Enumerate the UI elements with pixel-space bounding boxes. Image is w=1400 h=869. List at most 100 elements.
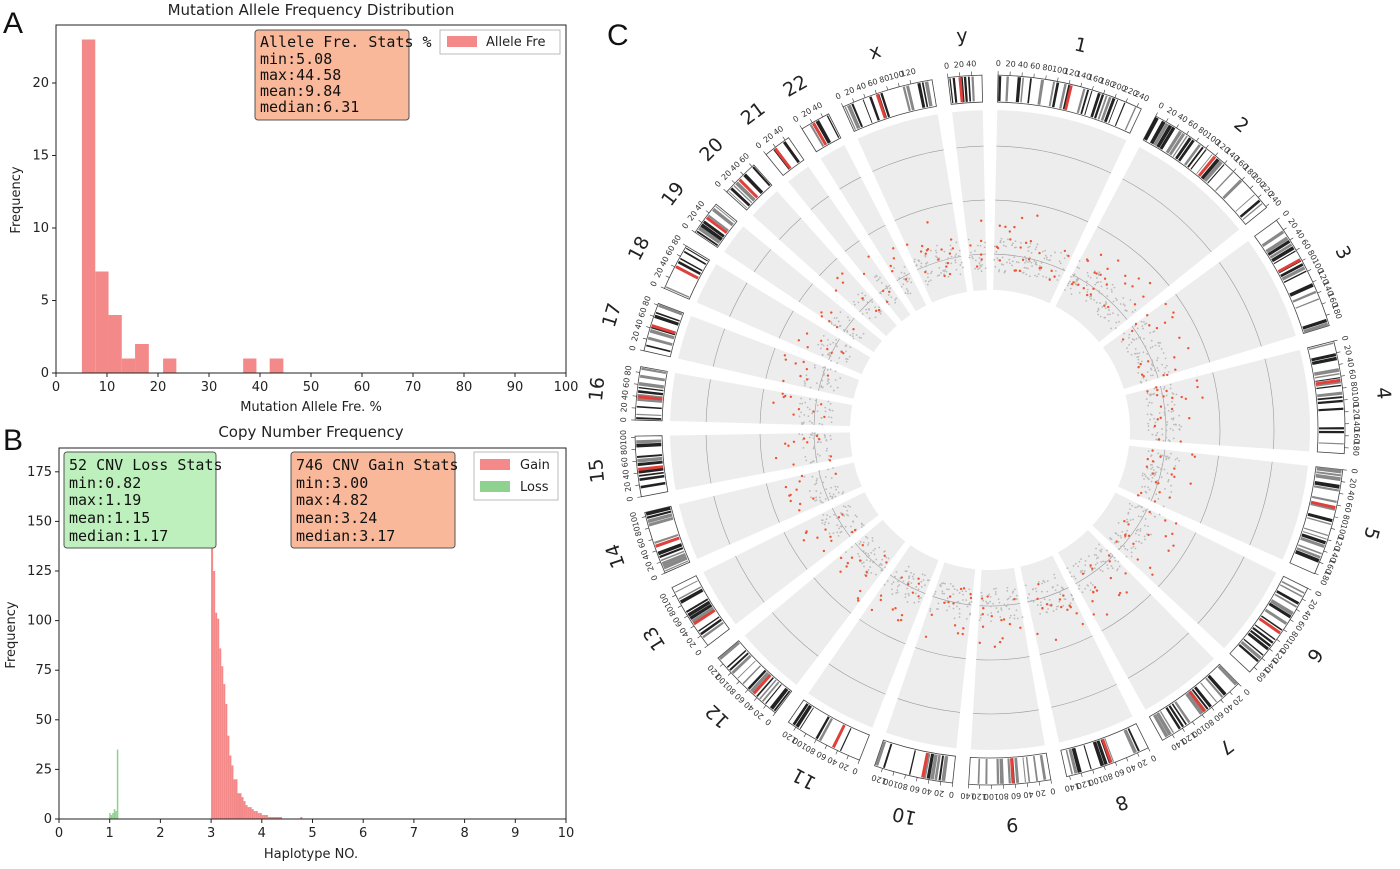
chr-8-ruler-tick xyxy=(1137,752,1140,757)
chr-4-baseline-point xyxy=(1169,387,1172,390)
chr-5-centromere xyxy=(1310,500,1336,510)
chr-14-gridline xyxy=(766,483,780,523)
chr-18-baseline-point xyxy=(827,338,829,341)
chr-10-baseline-point xyxy=(946,609,948,612)
chr-3-baseline-point xyxy=(1140,320,1143,323)
chr-21-baseline-point xyxy=(886,287,889,290)
chart-a-xtick-label: 50 xyxy=(303,380,320,395)
chr-2-ruler-label: 240 xyxy=(1266,191,1283,209)
chr-1-baseline-point xyxy=(1014,240,1017,243)
chr-1-ruler-tick xyxy=(1125,98,1128,103)
chr-5-gridline xyxy=(1150,449,1166,502)
chart-b-bar-gain xyxy=(233,779,236,819)
chr-20-band xyxy=(735,181,756,202)
chr-x-ruler-tick xyxy=(897,82,900,87)
chr-6-baseline-point xyxy=(1131,504,1134,507)
chr-1-gain-point xyxy=(1019,246,1022,249)
chr-2-band xyxy=(1200,158,1220,180)
chr-16-ruler-tick xyxy=(635,371,640,373)
chr-8-gain-point xyxy=(1062,594,1065,597)
chart-b-bar-gain xyxy=(267,817,270,819)
chr-4-baseline-point xyxy=(1163,411,1166,414)
chr-7-gridline xyxy=(1075,555,1114,585)
chr-5-gridline xyxy=(1249,461,1273,546)
chr-15-band xyxy=(638,467,664,474)
chr-11-baseline-point xyxy=(917,588,920,591)
chr-3-gain-point xyxy=(1121,338,1125,341)
chr-14-baseline-point xyxy=(832,467,834,469)
chr-22-baseline-point xyxy=(909,292,912,295)
chr-x-baseline-point xyxy=(926,261,929,264)
chr-10-gridline xyxy=(897,698,961,713)
chr-11-baseline-point xyxy=(918,597,920,600)
chr-5-band xyxy=(1296,547,1321,559)
chr-x-band xyxy=(917,82,926,109)
chr-11-baseline-point xyxy=(923,584,926,587)
chr-8-gain-point xyxy=(1060,605,1063,609)
chr-11-baseline-point xyxy=(895,570,898,573)
chr-2-ruler-tick xyxy=(1265,203,1270,207)
chr-x-band xyxy=(862,99,873,124)
chr-7-baseline-point xyxy=(1099,549,1101,552)
chr-16-baseline-point xyxy=(799,402,801,405)
chr-14-baseline-point xyxy=(821,501,824,504)
chr-6-baseline-point xyxy=(1143,535,1146,538)
chr-17-baseline-point xyxy=(804,384,806,387)
chr-2-ruler-tick xyxy=(1257,194,1262,198)
chr-6-baseline-point xyxy=(1158,513,1161,516)
chr-12-gain-point xyxy=(858,559,862,562)
chr-12-gridline xyxy=(772,612,819,657)
chr-y-baseline-point xyxy=(984,267,987,270)
chr-2-gain-point xyxy=(1092,287,1095,291)
chr-6-baseline-point xyxy=(1129,508,1131,511)
chr-19-gridline xyxy=(798,283,813,303)
chr-11-gain-point xyxy=(879,598,883,602)
chr-18-baseline-point xyxy=(829,355,832,358)
chr-1-gain-point xyxy=(998,259,1002,262)
chr-16-gain-point xyxy=(792,413,795,416)
chr-4-band xyxy=(1311,356,1338,366)
chr-14-band xyxy=(659,547,684,559)
chr-15-band xyxy=(637,456,663,463)
chr-19-band xyxy=(707,214,729,232)
chr-5-gain-point xyxy=(1136,494,1140,497)
chr-1-gain-point xyxy=(1008,230,1012,233)
chr-13-baseline-point xyxy=(826,514,828,517)
chr-2-baseline-point xyxy=(1066,284,1069,287)
chr-9-baseline-point xyxy=(994,591,997,593)
chr-2-baseline-point xyxy=(1097,313,1100,316)
chr-9-band xyxy=(1032,755,1039,781)
chr-x-baseline-point xyxy=(950,262,953,265)
chr-5-baseline-point xyxy=(1165,458,1168,461)
chr-20-baseline-point xyxy=(861,292,864,295)
chr-13-baseline-point xyxy=(839,525,842,528)
chr-2-gain-point xyxy=(1099,253,1103,257)
chr-15-baseline-point xyxy=(805,459,808,462)
chr-18-baseline-point xyxy=(846,358,849,361)
chr-x-baseline-point xyxy=(936,256,939,259)
chr-22-baseline-point xyxy=(910,281,913,284)
chr-15-baseline-point xyxy=(818,454,821,457)
chr-6-baseline-point xyxy=(1139,527,1142,530)
chr-19-baseline-point xyxy=(830,321,833,324)
chr-19-baseline-point xyxy=(862,332,865,335)
chr-5-track xyxy=(1118,445,1308,560)
chr-4-baseline-point xyxy=(1168,440,1171,443)
chr-19-baseline-point xyxy=(860,337,862,339)
chr-16-baseline-point xyxy=(811,422,813,424)
chr-7-baseline-point xyxy=(1086,584,1089,587)
chr-1-band xyxy=(1094,94,1105,119)
chr-13-band xyxy=(685,598,709,613)
chr-12-band xyxy=(742,665,762,685)
chr-7-band xyxy=(1194,686,1212,708)
chr-10-baseline-point xyxy=(962,599,964,601)
chr-13-gain-point xyxy=(804,531,808,535)
chart-a-bar-allele-fre xyxy=(95,271,109,373)
chr-7-band xyxy=(1191,688,1209,710)
chr-1-baseline-point xyxy=(1041,250,1044,253)
chr-9-baseline-point xyxy=(1007,603,1009,606)
chr-7-band xyxy=(1174,701,1191,724)
chr-7-baseline-point xyxy=(1074,562,1077,565)
chr-2-baseline-point xyxy=(1106,287,1109,290)
chr-3-baseline-point xyxy=(1126,347,1128,350)
